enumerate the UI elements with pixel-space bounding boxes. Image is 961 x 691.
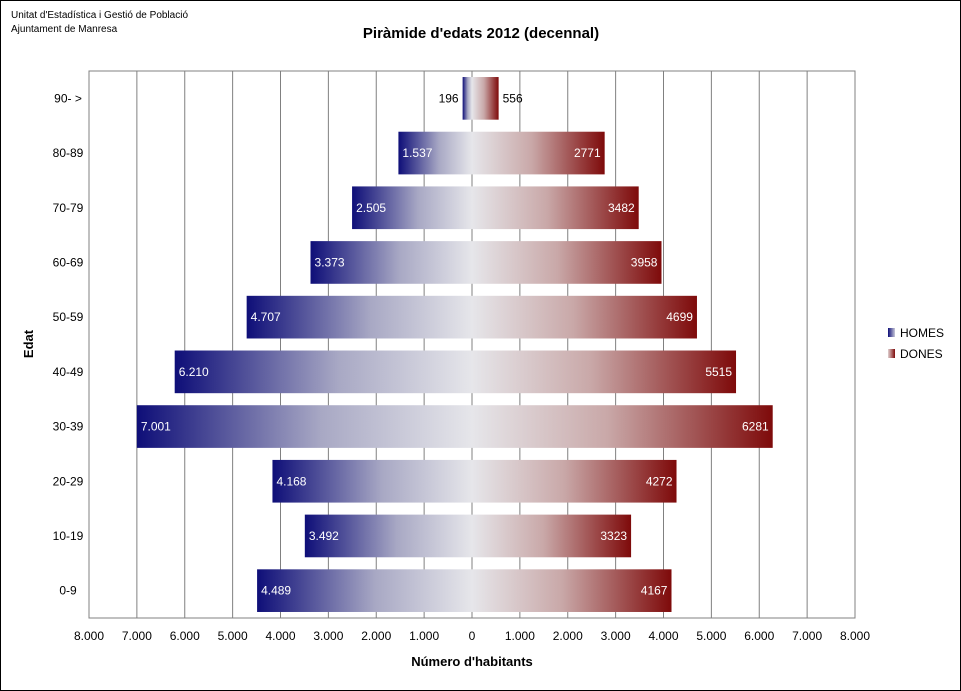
bar-homes	[352, 186, 472, 230]
x-tick-labels: 8.000 7.000 6.000 5.000 4.000 3.000 2.000 1.000…	[74, 629, 870, 643]
x-tick-label: 6.000	[170, 629, 200, 643]
data-label-homes: 196	[439, 91, 459, 105]
legend-label-dones: DONES	[900, 347, 943, 361]
bar-homes	[304, 514, 472, 558]
data-label-homes: 7.001	[141, 420, 171, 434]
bar-dones	[472, 405, 773, 448]
data-label-homes: 4.168	[276, 474, 306, 488]
data-label-homes: 3.492	[309, 529, 339, 543]
x-tick-label: 3.000	[313, 629, 343, 643]
data-labels: 4.489 4167 3.492 3323 4.168 4272 7.001 6281 6.21…	[141, 91, 769, 597]
x-tick-label: 2.000	[553, 629, 583, 643]
x-tick-label: 8.000	[74, 629, 104, 643]
bar-dones	[472, 569, 672, 612]
x-tick-label: 7.000	[122, 629, 152, 643]
data-label-homes: 4.707	[251, 310, 281, 324]
bar-homes	[257, 569, 472, 612]
data-label-homes: 2.505	[356, 201, 386, 215]
x-tick-label: 1.000	[409, 629, 439, 643]
x-tick-label: 4.000	[265, 629, 295, 643]
bar-homes	[246, 295, 472, 339]
bar-dones	[472, 514, 632, 558]
data-label-dones: 3958	[631, 255, 658, 269]
y-axis-title: Edat	[21, 329, 36, 358]
data-label-dones: 6281	[742, 420, 769, 434]
x-tick-label: 4.000	[648, 629, 678, 643]
y-tick-label: 60-69	[53, 255, 84, 269]
x-tick-label: 6.000	[744, 629, 774, 643]
bar-dones	[472, 459, 677, 503]
data-label-dones: 556	[503, 91, 523, 105]
legend-swatch-homes	[888, 328, 895, 337]
source-line-2: Ajuntament de Manresa	[11, 24, 118, 35]
bar-dones	[472, 131, 605, 175]
data-label-dones: 4167	[641, 584, 668, 598]
data-label-dones: 3323	[600, 529, 627, 543]
y-tick-label: 20-29	[53, 474, 84, 488]
x-tick-label: 3.000	[601, 629, 631, 643]
bar-dones	[472, 350, 737, 394]
chart-title: Piràmide d'edats 2012 (decennal)	[363, 25, 599, 42]
x-tick-label: 5.000	[218, 629, 248, 643]
bar-homes	[310, 241, 472, 284]
x-tick-label: 1.000	[505, 629, 535, 643]
y-tick-label: 40-49	[53, 365, 84, 379]
source-line-1: Unitat d'Estadística i Gestió de Poblaci…	[11, 10, 189, 21]
data-label-dones: 4699	[666, 310, 693, 324]
data-label-homes: 1.537	[402, 146, 432, 160]
source-note: Unitat d'Estadística i Gestió de Poblaci…	[11, 9, 188, 37]
y-tick-label: 0-9	[59, 584, 77, 598]
y-tick-label: 80-89	[53, 146, 84, 160]
bar-homes	[398, 131, 472, 175]
x-tick-label: 5.000	[696, 629, 726, 643]
x-tick-label: 0	[469, 629, 476, 643]
data-label-homes: 3.373	[315, 255, 345, 269]
data-label-homes: 4.489	[261, 584, 291, 598]
bar-homes	[174, 350, 473, 394]
y-tick-labels: 0-9 10-19 20-29 30-39 40-49 50-59 60-69 70-79 80…	[53, 91, 84, 597]
bar-dones	[472, 241, 662, 284]
x-tick-label: 7.000	[792, 629, 822, 643]
data-label-dones: 4272	[646, 474, 673, 488]
data-label-homes: 6.210	[179, 365, 209, 379]
bar-homes	[462, 77, 472, 120]
bar-homes	[136, 405, 472, 448]
bar-dones	[472, 186, 639, 230]
legend: HOMES DONES	[888, 326, 944, 361]
y-tick-label: 90- >	[54, 91, 82, 105]
legend-swatch-dones	[888, 349, 895, 358]
data-label-dones: 3482	[608, 201, 635, 215]
y-tick-label: 10-19	[53, 529, 84, 543]
y-tick-label: 30-39	[53, 420, 84, 434]
bars	[136, 77, 773, 612]
y-tick-label: 70-79	[53, 201, 84, 215]
bar-dones	[472, 77, 499, 120]
x-tick-label: 2.000	[361, 629, 391, 643]
y-tick-label: 50-59	[53, 310, 84, 324]
bar-dones	[472, 295, 697, 339]
x-axis-title: Número d'habitants	[411, 654, 533, 669]
data-label-dones: 5515	[705, 365, 732, 379]
x-tick-label: 8.000	[840, 629, 870, 643]
legend-label-homes: HOMES	[900, 326, 944, 340]
data-label-dones: 2771	[574, 146, 601, 160]
bar-homes	[272, 459, 472, 503]
